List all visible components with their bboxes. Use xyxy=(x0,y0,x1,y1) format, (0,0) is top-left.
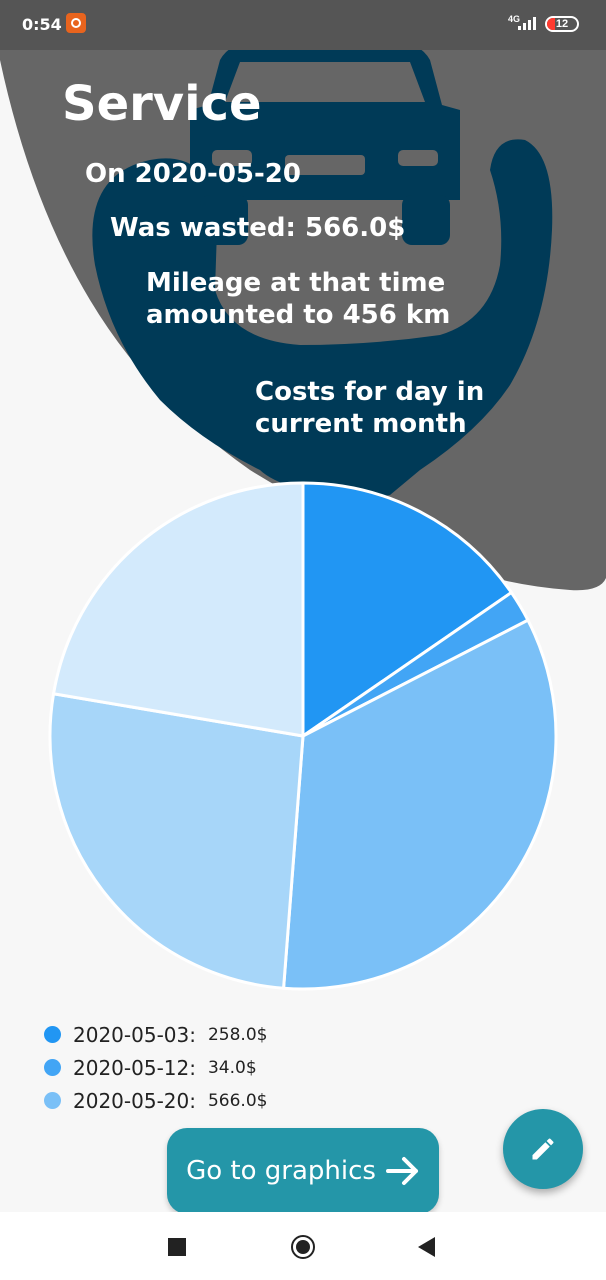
legend-item: 2020-05-20: 566.0$ xyxy=(44,1084,267,1117)
legend-date: 2020-05-12: xyxy=(73,1055,196,1080)
pie-slice xyxy=(51,481,305,738)
home-button[interactable] xyxy=(291,1235,315,1259)
recents-button[interactable] xyxy=(168,1238,186,1256)
legend-item: 2020-05-12: 34.0$ xyxy=(44,1051,267,1084)
chart-legend: 2020-05-03: 258.0$ 2020-05-12: 34.0$ 202… xyxy=(44,1018,267,1117)
status-bar: 0:54 4G 12 xyxy=(0,0,606,50)
legend-dot xyxy=(44,1026,61,1043)
legend-value: 258.0$ xyxy=(207,1024,268,1045)
legend-dot xyxy=(44,1059,61,1076)
edit-fab-button[interactable] xyxy=(503,1109,583,1189)
legend-value: 34.0$ xyxy=(207,1057,257,1078)
notification-icon xyxy=(66,13,86,33)
battery-icon: 12 xyxy=(545,16,579,32)
legend-dot xyxy=(44,1092,61,1109)
legend-date: 2020-05-20: xyxy=(73,1088,196,1113)
back-button[interactable] xyxy=(418,1237,435,1257)
go-to-graphics-label: Go to graphics xyxy=(186,1156,376,1186)
battery-level: 12 xyxy=(555,18,569,30)
legend-item: 2020-05-03: 258.0$ xyxy=(44,1018,267,1051)
mileage-text: Mileage at that time amounted to 456 km xyxy=(146,268,451,330)
pie-chart xyxy=(48,481,558,991)
signal-icon xyxy=(518,16,536,30)
legend-value: 566.0$ xyxy=(207,1090,268,1111)
pie-slice xyxy=(48,692,305,990)
go-to-graphics-button[interactable]: Go to graphics xyxy=(167,1128,439,1214)
header-background xyxy=(0,42,606,591)
pie-slice xyxy=(301,481,514,739)
service-date: On 2020-05-20 xyxy=(85,159,301,189)
page-title: Service xyxy=(62,76,262,132)
legend-date: 2020-05-03: xyxy=(73,1022,196,1047)
pie-slice xyxy=(281,618,558,991)
wasted-amount: Was wasted: 566.0$ xyxy=(110,213,406,243)
status-time: 0:54 xyxy=(22,15,62,34)
chart-caption: Costs for day in current month xyxy=(255,377,485,439)
arrow-right-icon xyxy=(385,1156,420,1186)
navigation-bar xyxy=(0,1212,606,1280)
network-type: 4G xyxy=(508,14,521,24)
pencil-icon xyxy=(529,1135,557,1163)
